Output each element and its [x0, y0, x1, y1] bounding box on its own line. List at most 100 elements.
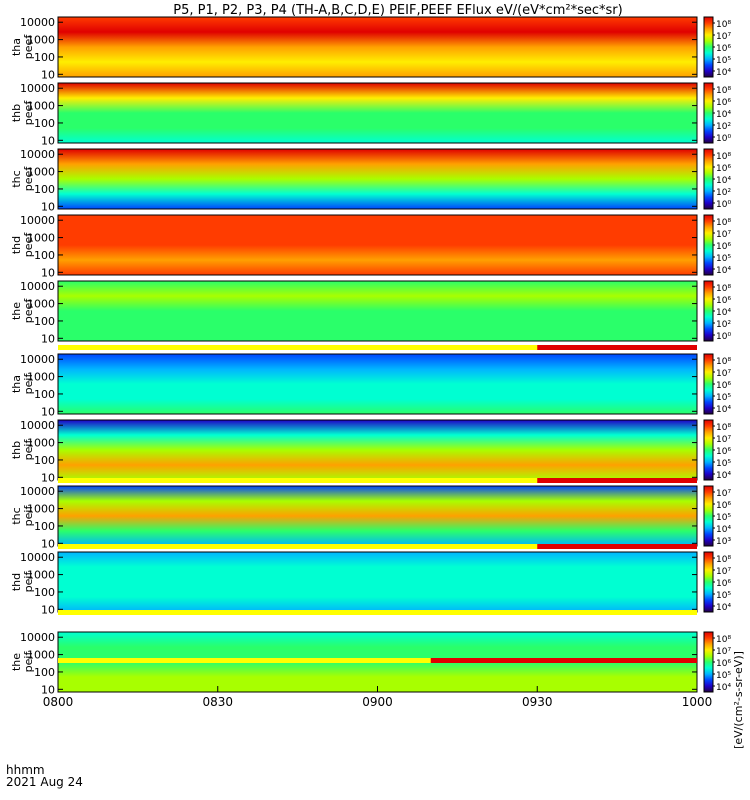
y-tick-label: 10000: [20, 551, 55, 564]
panel-frame: [57, 353, 698, 415]
flag-bar: [58, 478, 697, 483]
panel-tha-peef: 10 100 1000 10000 tha peef 10⁸ 10⁷ 10⁶ 10⁵ 10⁴: [10, 16, 731, 81]
y-tick-label: 100: [34, 454, 55, 467]
colorbar-tick-label: 10⁵: [716, 254, 731, 264]
panel-product-label: peif: [22, 439, 35, 461]
y-tick-label: 100: [34, 117, 55, 130]
y-tick-label: 1000: [27, 166, 55, 179]
panel-product-label: peef: [22, 232, 35, 258]
panel-tha-peif: 10 100 1000 10000 tha peif 10⁸ 10⁷ 10⁶ 10⁵ 10⁴: [10, 353, 731, 418]
colorbar-tick-label: 10⁶: [716, 164, 731, 174]
colorbar-tick-label: 10⁷: [716, 647, 731, 657]
panel-product-label: peef: [22, 166, 35, 192]
colorbar-tick-label: 10⁶: [716, 381, 731, 391]
colorbar-tick-label: 10⁶: [716, 296, 731, 306]
flag-bar: [58, 544, 697, 549]
colorbar-tick-label: 10⁸: [716, 423, 731, 433]
panel-product-label: peif: [22, 373, 35, 395]
colorbar: [703, 280, 714, 342]
y-tick-label: 10000: [20, 16, 55, 29]
y-tick-label: 10000: [20, 485, 55, 498]
colorbar-tick-label: 10⁷: [716, 369, 731, 379]
colorbar-tick-label: 10⁴: [716, 308, 731, 318]
y-tick-label: 10000: [20, 419, 55, 432]
x-tick-label: 1000: [682, 695, 713, 709]
colorbar-tick-label: 10⁸: [716, 152, 731, 162]
y-tick-label: 1000: [27, 298, 55, 311]
spectrogram-image: [58, 17, 697, 77]
y-tick-label: 10: [41, 683, 55, 696]
panel-probe-label: the: [10, 653, 23, 671]
colorbar: [703, 631, 714, 693]
y-tick-label: 10: [41, 471, 55, 484]
colorbar-tick-label: 10⁵: [716, 513, 731, 523]
colorbar-tick-label: 10⁰: [716, 200, 731, 210]
y-tick-label: 1000: [27, 649, 55, 662]
panel-thc-peif: 10 100 1000 10000 thc peif 10⁷ 10⁶ 10⁵ 10⁴ 10³: [10, 485, 731, 550]
y-tick-label: 10000: [20, 353, 55, 366]
colorbar-tick-label: 10⁴: [716, 683, 731, 693]
spectrogram-image: [58, 420, 697, 480]
panel-thb-peef: 10 100 1000 10000 thb peef 10⁸ 10⁶ 10⁴ 10² 10⁰: [10, 82, 731, 147]
y-tick-label: 1000: [27, 569, 55, 582]
colorbar-tick-label: 10⁸: [716, 555, 731, 565]
colorbar-tick-label: 10⁸: [716, 635, 731, 645]
colorbar: [703, 148, 714, 210]
panel-product-label: peef: [22, 34, 35, 60]
panel-product-label: peif: [22, 651, 35, 673]
colorbar: [703, 485, 714, 547]
colorbar-tick-label: 10⁰: [716, 332, 731, 342]
colorbar-tick-label: 10⁶: [716, 447, 731, 457]
panel-product-label: peif: [22, 571, 35, 593]
y-tick-label: 10000: [20, 280, 55, 293]
flag-bar-yellow: [58, 478, 697, 483]
y-tick-label: 1000: [27, 437, 55, 450]
colorbar-tick-label: 10⁸: [716, 357, 731, 367]
colorbar: [703, 82, 714, 144]
colorbar-tick-label: 10⁴: [716, 471, 731, 481]
flag-bar-yellow: [58, 610, 697, 615]
y-tick-label: 100: [34, 666, 55, 679]
colorbar-tick-label: 10⁸: [716, 86, 731, 96]
y-tick-label: 10000: [20, 214, 55, 227]
y-tick-label: 10: [41, 134, 55, 147]
y-tick-label: 10000: [20, 148, 55, 161]
x-tick-label: 0800: [43, 695, 74, 709]
colorbar-tick-label: 10⁷: [716, 435, 731, 445]
colorbar-tick-label: 10⁵: [716, 56, 731, 66]
y-tick-label: 10: [41, 200, 55, 213]
panel-probe-label: thd: [10, 573, 23, 591]
panel-thb-peif: 10 100 1000 10000 thb peif 10⁸ 10⁷ 10⁶ 10⁵ 10⁴: [10, 419, 731, 484]
panel-product-label: peif: [22, 505, 35, 527]
colorbar-tick-label: 10⁵: [716, 459, 731, 469]
colorbar-tick-label: 10⁷: [716, 32, 731, 42]
y-tick-label: 10000: [20, 82, 55, 95]
colorbar-tick-label: 10⁰: [716, 134, 731, 144]
colorbar: [703, 353, 714, 415]
y-tick-label: 100: [34, 51, 55, 64]
y-tick-label: 100: [34, 315, 55, 328]
panel-frame: [57, 280, 698, 342]
colorbar-tick-label: 10⁵: [716, 393, 731, 403]
panel-the-peef: 10 100 1000 10000 the peef 10⁸ 10⁶ 10⁴ 10² 10⁰: [10, 280, 731, 345]
colorbar-tick-label: 10²: [716, 188, 731, 198]
panel-probe-label: tha: [10, 375, 23, 393]
y-tick-label: 100: [34, 388, 55, 401]
y-tick-label: 10: [41, 332, 55, 345]
colorbar-tick-label: 10⁶: [716, 579, 731, 589]
figure-title: P5, P1, P2, P3, P4 (TH-A,B,C,D,E) PEIF,P…: [173, 3, 622, 18]
flag-bar: [58, 345, 697, 350]
y-tick-label: 1000: [27, 371, 55, 384]
panel-product-label: peef: [22, 100, 35, 126]
colorbar-tick-label: 10⁴: [716, 405, 731, 415]
x-axis-name: hhmm: [6, 763, 45, 777]
panel-thc-peef: 10 100 1000 10000 thc peef 10⁸ 10⁶ 10⁴ 10² 10⁰: [10, 148, 731, 213]
flag-bar-red: [537, 478, 697, 483]
panel-probe-label: thc: [10, 507, 23, 524]
colorbar-tick-label: 10³: [716, 537, 731, 547]
y-tick-label: 1000: [27, 34, 55, 47]
panel-frame: [57, 148, 698, 210]
flag-bar: [58, 658, 697, 663]
flag-bar: [58, 610, 697, 615]
